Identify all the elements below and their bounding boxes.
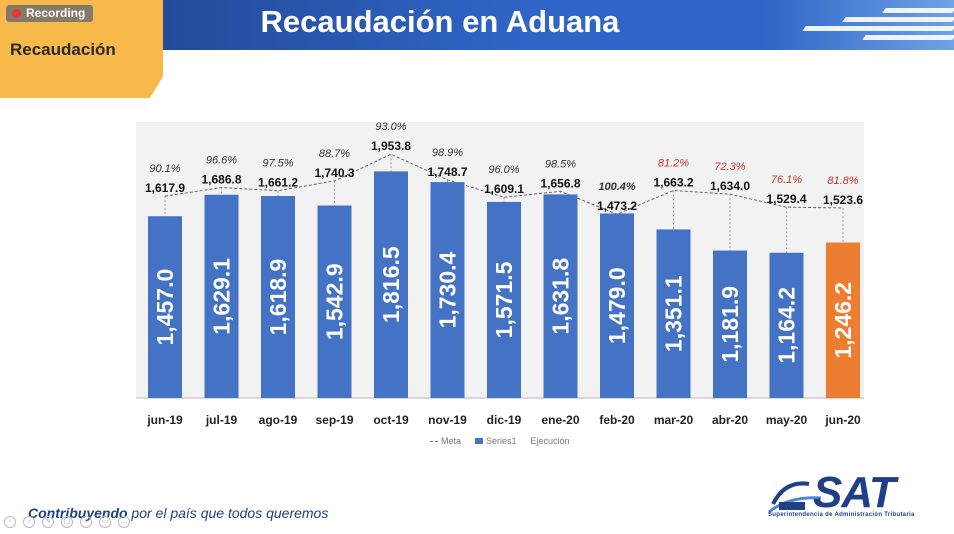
ejecucion-label: 96.0% <box>488 164 519 176</box>
meta-value-label: 1,473.2 <box>597 199 637 213</box>
x-tick-label: dic-19 <box>487 413 522 427</box>
bar-oct-19 <box>374 171 408 398</box>
ejecucion-label: 98.5% <box>545 158 576 170</box>
bar-may-20 <box>769 252 804 398</box>
prev-icon[interactable]: ‹ <box>4 516 16 528</box>
bar-jun-20 <box>826 242 860 398</box>
bar-value-label: 1,457.0 <box>152 269 178 346</box>
bar-dic-19 <box>487 201 521 398</box>
ejecucion-label: 81.2% <box>658 157 689 169</box>
bar-ago-19 <box>261 196 295 398</box>
bar-value-label: 1,629.1 <box>209 258 235 335</box>
footer-slogan: Contribuyendo por el país que todos quer… <box>28 505 328 521</box>
screen-icon[interactable]: ▭ <box>99 516 111 528</box>
recording-badge[interactable]: Recording <box>6 5 94 22</box>
bar-feb-20 <box>600 213 634 398</box>
bar-mar-20 <box>656 229 691 398</box>
logo-text: SAT <box>813 468 896 517</box>
bar-value-label: 1,479.0 <box>604 267 630 344</box>
x-tick-label: abr-20 <box>712 413 748 427</box>
next-icon[interactable]: › <box>23 516 35 528</box>
bar-value-label: 1,351.1 <box>661 275 687 352</box>
logo-subtitle: Superintendencia de Administración Tribu… <box>768 512 915 518</box>
bar-nov-19 <box>430 182 465 398</box>
x-tick-label: ago-19 <box>259 413 298 427</box>
bar-value-label: 1,542.9 <box>322 263 348 340</box>
bar-value-label: 1,730.4 <box>435 251 461 328</box>
x-tick-label: sep-19 <box>315 413 353 427</box>
bar-value-label: 1,618.9 <box>265 259 291 336</box>
x-tick-label: jul-19 <box>205 413 238 427</box>
recording-label: Recording <box>26 6 86 20</box>
bar-value-label: 1,181.9 <box>717 286 743 363</box>
ejecucion-label: 90.1% <box>149 163 180 175</box>
player-controls: ‹ › ✎ ▢ ⌕ ▭ … <box>4 516 130 528</box>
meta-value-label: 1,523.6 <box>823 193 863 207</box>
copy-icon[interactable]: ▢ <box>61 516 73 528</box>
x-tick-label: jun-20 <box>824 413 861 427</box>
sat-logo: SAT Superintendencia de Administración T… <box>765 468 940 526</box>
ejecucion-label: 72.3% <box>714 161 745 173</box>
more-icon[interactable]: … <box>118 516 130 528</box>
section-label: Recaudación <box>10 40 116 59</box>
logo-mark-icon <box>768 481 822 514</box>
bar-jun-19 <box>148 216 182 398</box>
meta-value-label: 1,656.8 <box>540 176 580 190</box>
record-dot-icon <box>12 9 21 18</box>
ejecucion-label: 76.1% <box>771 174 802 186</box>
x-tick-label: nov-19 <box>428 413 467 427</box>
footer-rest: por el país que todos queremos <box>127 505 329 521</box>
meta-value-label: 1,634.0 <box>710 179 750 193</box>
pen-icon[interactable]: ✎ <box>42 516 54 528</box>
x-tick-label: mar-20 <box>654 413 694 427</box>
bar-jul-19 <box>204 194 239 398</box>
ejecucion-label: 96.6% <box>206 155 237 167</box>
legend-series1: Series1 <box>475 436 517 446</box>
zoom-icon[interactable]: ⌕ <box>80 516 92 528</box>
meta-value-label: 1,529.4 <box>766 192 806 206</box>
bar-value-label: 1,571.5 <box>491 261 517 338</box>
meta-value-label: 1,740.3 <box>314 166 354 180</box>
bar-sep-19 <box>317 205 352 398</box>
ejecucion-label: 100.4% <box>598 181 636 193</box>
chart-legend: Meta Series1 Ejecución <box>430 436 570 446</box>
meta-value-label: 1,617.9 <box>145 181 185 195</box>
legend-ejecucion: Ejecución <box>530 436 570 446</box>
x-tick-label: may-20 <box>766 413 808 427</box>
ejecucion-label: 97.5% <box>262 158 293 170</box>
ejecucion-label: 98.9% <box>432 147 463 159</box>
bar-ene-20 <box>543 194 578 398</box>
x-tick-label: feb-20 <box>599 413 635 427</box>
x-tick-label: oct-19 <box>373 413 409 427</box>
ejecucion-label: 88.7% <box>319 148 350 160</box>
bar-value-label: 1,164.2 <box>774 287 800 364</box>
page-title: Recaudación en Aduana <box>260 4 620 39</box>
bar-value-label: 1,816.5 <box>378 246 404 323</box>
x-tick-label: ene-20 <box>541 413 579 427</box>
legend-meta: Meta <box>430 436 461 446</box>
meta-value-label: 1,953.8 <box>371 139 411 153</box>
ejecucion-label: 93.0% <box>375 121 406 133</box>
meta-value-label: 1,748.7 <box>427 165 467 179</box>
bar-abr-20 <box>713 250 747 398</box>
meta-value-label: 1,661.2 <box>258 176 298 190</box>
ejecucion-label: 81.8% <box>827 175 858 187</box>
bar-value-label: 1,631.8 <box>548 258 574 335</box>
meta-value-label: 1,686.8 <box>201 173 241 187</box>
meta-value-label: 1,663.2 <box>653 175 693 189</box>
bar-value-label: 1,246.2 <box>830 282 856 359</box>
x-tick-label: jun-19 <box>146 413 183 427</box>
meta-value-label: 1,609.1 <box>484 182 524 196</box>
